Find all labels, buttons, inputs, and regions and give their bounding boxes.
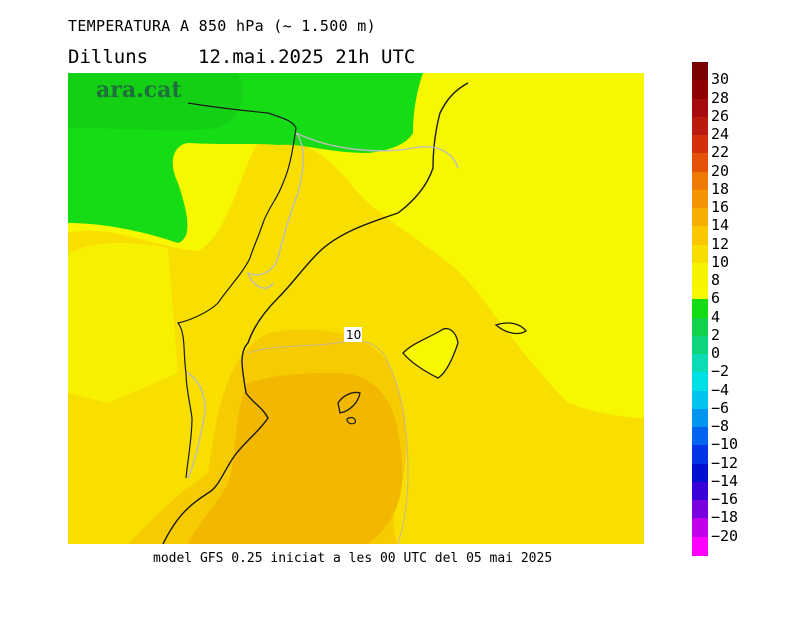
colorbar-segment	[692, 335, 708, 355]
colorbar-segment	[692, 171, 708, 191]
colorbar-label: −20	[711, 526, 739, 545]
ara-cat-logo: ara.cat	[96, 77, 182, 103]
colorbar-label: 14	[711, 216, 730, 235]
contour-label: 10	[346, 328, 361, 342]
colorbar-label: 0	[711, 344, 721, 363]
colorbar-label: 10	[711, 252, 730, 271]
colorbar-segment	[692, 317, 708, 337]
region-boundary	[187, 132, 459, 479]
isotherm-10	[247, 339, 409, 544]
colorbar-label: 4	[711, 307, 721, 326]
colorbar-segment	[692, 536, 708, 556]
colorbar-label: −4	[711, 380, 730, 399]
colorbar-segment	[692, 153, 708, 173]
colorbar-label: 8	[711, 271, 721, 290]
colorbar-segment	[692, 189, 708, 209]
field-yellow-west	[68, 243, 178, 403]
colorbar-segment	[692, 427, 708, 447]
colorbar-segment	[692, 500, 708, 520]
colorbar-segment	[692, 463, 708, 483]
colorbar-label: 12	[711, 234, 730, 253]
colorbar-segment	[692, 98, 708, 118]
colorbar-label: 6	[711, 289, 721, 308]
colorbar-label: −8	[711, 417, 730, 436]
border-line	[176, 102, 297, 479]
colorbar-label: 26	[711, 106, 730, 125]
colorbar-segment	[692, 135, 708, 154]
colorbar-segment	[692, 244, 708, 264]
colorbar-segment	[692, 299, 708, 319]
island-mallorca	[402, 328, 459, 379]
colorbar-label: −6	[711, 398, 730, 417]
colorbar-segment	[692, 390, 708, 410]
colorbar-label: 20	[711, 161, 730, 180]
colorbar-label: −16	[711, 490, 739, 509]
temperature-map: 10	[68, 73, 644, 544]
colorbar-segment	[692, 262, 708, 282]
colorbar-label: −18	[711, 508, 739, 527]
colorbar-segment	[692, 80, 708, 100]
model-caption: model GFS 0.25 iniciat a les 00 UTC del …	[153, 551, 553, 566]
colorbar-segment	[692, 445, 708, 465]
colorbar-label: −10	[711, 435, 739, 454]
coastline	[162, 82, 469, 544]
colorbar-label: 28	[711, 88, 730, 107]
island-menorca	[494, 322, 527, 335]
colorbar-label: 18	[711, 179, 730, 198]
colorbar-segment	[692, 354, 708, 373]
colorbar-segment	[692, 372, 708, 392]
map-subtitle: Dilluns 12.mai.2025 21h UTC	[68, 46, 415, 68]
field-orange	[188, 373, 403, 544]
colorbar-label: −2	[711, 362, 730, 381]
temperature-colorbar	[692, 62, 708, 556]
colorbar-label: −14	[711, 471, 739, 490]
colorbar-segment	[692, 226, 708, 246]
colorbar-label: 2	[711, 325, 721, 344]
field-green-dark	[68, 73, 243, 131]
colorbar-label: 24	[711, 125, 730, 144]
island-formentera	[346, 417, 356, 425]
colorbar-segment	[692, 208, 708, 227]
colorbar-segment	[692, 281, 708, 300]
colorbar-label: 16	[711, 198, 730, 217]
colorbar-label: 30	[711, 70, 730, 89]
contour-label-box	[344, 327, 362, 342]
map-title: TEMPERATURA A 850 hPa (~ 1.500 m)	[68, 17, 376, 35]
colorbar-label: −12	[711, 453, 739, 472]
colorbar-label: 22	[711, 143, 730, 162]
forecast-datetime: 12.mai.2025 21h UTC	[198, 46, 416, 68]
colorbar-segment	[692, 116, 708, 136]
colorbar-segment	[692, 518, 708, 538]
colorbar-segment	[692, 408, 708, 428]
weekday-label: Dilluns	[68, 46, 149, 68]
colorbar-segment	[692, 62, 708, 81]
island-ibiza	[337, 391, 361, 414]
colorbar-segment	[692, 481, 708, 501]
